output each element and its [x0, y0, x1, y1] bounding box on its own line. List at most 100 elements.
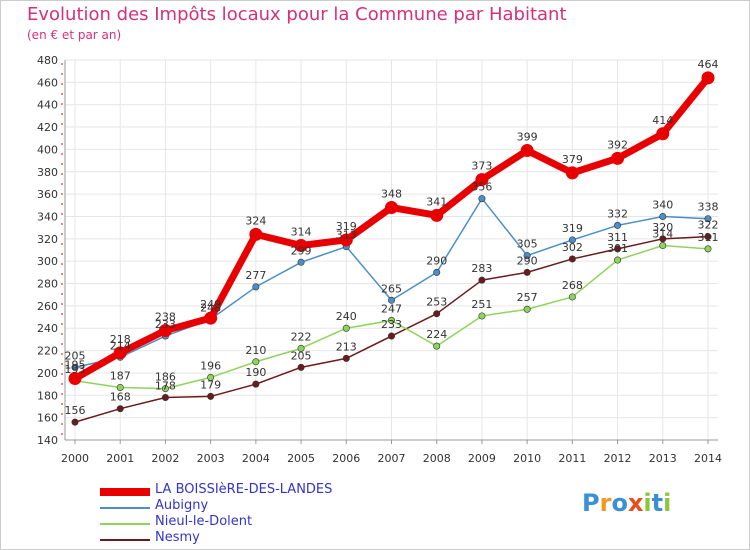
x-tick-label: 2013	[649, 452, 677, 465]
logo-letter: x	[627, 489, 644, 517]
y-tick-label: 300	[37, 255, 58, 268]
data-point	[656, 127, 670, 141]
data-point	[568, 236, 576, 244]
y-tick-label: 380	[37, 166, 58, 179]
data-label: 356	[471, 181, 492, 194]
data-label: 205	[291, 349, 312, 362]
data-label: 238	[155, 310, 176, 323]
data-label: 224	[426, 328, 447, 341]
data-label: 320	[652, 221, 673, 234]
data-point	[161, 385, 169, 393]
data-point	[158, 323, 172, 337]
y-tick-label: 180	[37, 389, 58, 402]
data-label: 319	[562, 222, 583, 235]
data-point	[475, 173, 489, 187]
data-label: 210	[245, 344, 266, 357]
series-points	[68, 71, 715, 426]
y-tick-label: 280	[37, 278, 58, 291]
data-label: 168	[110, 391, 131, 404]
data-point	[161, 394, 169, 402]
data-point	[249, 227, 263, 241]
data-point	[659, 235, 667, 243]
chart-subtitle: (en € et par an)	[27, 28, 122, 42]
y-tick-label: 160	[37, 412, 58, 425]
data-point	[297, 344, 305, 352]
data-point	[430, 208, 444, 222]
data-label: 156	[65, 404, 86, 417]
y-tick-label: 420	[37, 121, 58, 134]
data-point	[523, 268, 531, 276]
data-point	[614, 245, 622, 253]
data-label: 218	[110, 333, 131, 346]
x-tick-label: 2003	[197, 452, 225, 465]
data-label: 196	[200, 359, 221, 372]
logo-letter: t	[651, 489, 664, 517]
data-point	[433, 268, 441, 276]
data-label: 233	[381, 318, 402, 331]
data-label: 302	[562, 241, 583, 254]
data-point	[385, 201, 398, 215]
line-chart: 140 160 180 200 220 240 260 280 300 320 340 360 380 4…	[37, 54, 722, 465]
data-label: 341	[426, 195, 447, 208]
x-tick-label: 2001	[106, 452, 134, 465]
proxiti-logo: Proxiti	[582, 489, 671, 517]
y-tick-label: 220	[37, 345, 58, 358]
data-label: 187	[110, 369, 131, 382]
legend-swatch	[100, 539, 150, 541]
x-tick-labels: 2000 2001 2002 2003 2004 2005 2006 2007 2008 2009…	[61, 452, 722, 465]
data-label: 332	[607, 207, 628, 220]
data-label: 257	[517, 291, 538, 304]
x-tick-label: 2006	[332, 452, 360, 465]
logo-letter: o	[611, 489, 628, 517]
data-point	[478, 312, 486, 320]
data-label: 314	[291, 226, 312, 239]
data-point	[523, 305, 531, 313]
data-point	[113, 346, 127, 360]
x-tick-label: 2008	[423, 452, 451, 465]
data-point	[387, 296, 395, 304]
data-label: 301	[607, 242, 628, 255]
legend-swatch	[100, 507, 150, 509]
data-point	[659, 212, 667, 220]
data-label: 373	[471, 160, 492, 173]
data-label: 186	[155, 371, 176, 384]
data-point	[297, 363, 305, 371]
data-point	[116, 405, 124, 413]
data-label: 340	[652, 198, 673, 211]
data-label: 179	[200, 378, 221, 391]
data-point	[614, 256, 622, 264]
data-point	[614, 221, 622, 229]
data-label: 222	[291, 330, 312, 343]
data-point	[294, 239, 308, 253]
y-tick-label: 320	[37, 233, 58, 246]
data-label: 248	[200, 301, 221, 314]
data-point	[387, 316, 395, 324]
data-point	[704, 215, 712, 223]
data-label: 338	[698, 201, 719, 214]
data-label: 253	[426, 296, 447, 309]
legend-label: Nesmy	[155, 530, 200, 545]
data-point	[478, 195, 486, 203]
y-tick-label: 440	[37, 99, 58, 112]
data-label: 277	[245, 269, 266, 282]
data-point	[478, 276, 486, 284]
x-tick-label: 2014	[694, 452, 722, 465]
data-label: 265	[381, 282, 402, 295]
data-point	[704, 245, 712, 253]
data-label: 214	[110, 339, 131, 352]
data-label: 311	[607, 231, 628, 244]
data-point	[433, 310, 441, 318]
x-tick-label: 2009	[468, 452, 496, 465]
legend-swatch	[100, 523, 150, 525]
data-label: 324	[245, 214, 266, 227]
data-label: 322	[698, 219, 719, 232]
data-label: 213	[336, 340, 357, 353]
data-point	[704, 233, 712, 241]
logo-letter: i	[643, 489, 652, 517]
data-label: 268	[562, 279, 583, 292]
data-label: 399	[517, 131, 538, 144]
data-label: 314	[652, 228, 673, 241]
y-tick-label: 340	[37, 210, 58, 223]
data-point	[659, 242, 667, 250]
